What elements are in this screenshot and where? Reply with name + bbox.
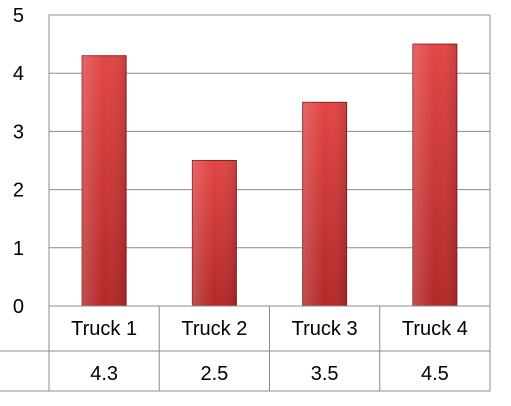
data-table: Truck 1 4.3 Truck 2 2.5 Truck 3 3.5 Truck 4 4.5 [0,15,491,392]
bar-sheen [412,44,457,306]
category-label: Truck 2 [181,318,247,340]
data-value-label: 2.5 [200,363,228,385]
bar-sheen [82,55,127,306]
bar-group [191,160,237,307]
y-axis-ticks: 0 1 2 3 4 5 [13,5,24,318]
category-label: Truck 4 [402,318,468,340]
y-tick-label: 0 [13,296,24,318]
data-value-label: 3.5 [311,363,339,385]
data-value-label: 4.3 [90,363,118,385]
y-tick-label: 4 [13,63,24,85]
y-tick-label: 3 [13,121,24,143]
y-tick-label: 2 [13,180,24,202]
category-label: Truck 3 [292,318,358,340]
category-label: Truck 1 [71,318,137,340]
y-tick-label: 5 [13,5,24,27]
y-tick-label: 1 [13,238,24,260]
bar-group [412,43,458,307]
bar-group [81,55,127,307]
bars [81,43,458,307]
bar-sheen [192,160,237,306]
data-value-label: 4.5 [421,363,449,385]
bar-sheen [302,102,347,306]
bar-group [302,101,348,307]
